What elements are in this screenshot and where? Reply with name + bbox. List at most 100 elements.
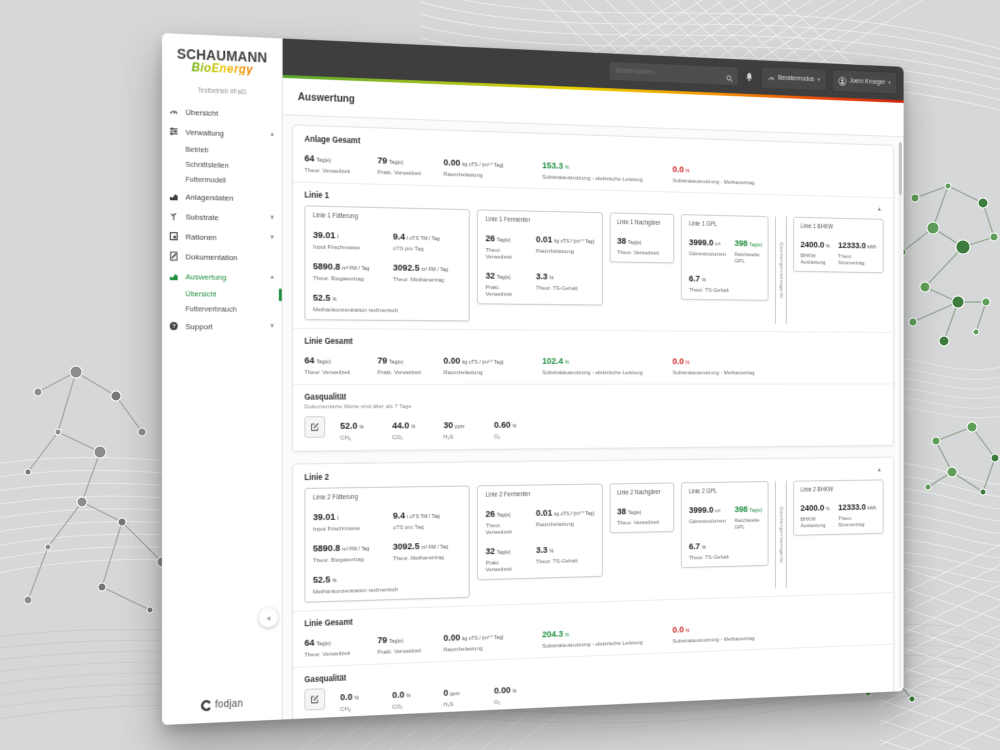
metric-label: Theor. Stromertrag (838, 515, 865, 529)
edit-gas-button[interactable] (304, 416, 326, 438)
metric-number: 26 (485, 233, 495, 245)
metric-number: 153.3 (542, 160, 564, 172)
metric-unit: % (701, 277, 706, 284)
metric: 38 Tag(e) Theor. Verweilzeit (617, 231, 667, 256)
metric-label: Reichweite GPL (734, 517, 760, 531)
metric-label: Theor. Verweilzeit (617, 519, 660, 527)
metric: 3092.5 m³ FM / Tag Theor. Methanertrag (393, 258, 462, 284)
metric-number: 39.01 (312, 511, 336, 524)
metric-label: Theor. Verweilzeit (304, 167, 351, 176)
metric-value: 64 Tag(e) (304, 148, 364, 167)
metric-number: 64 (304, 637, 315, 649)
search-input[interactable] (609, 61, 738, 86)
plant-icon (169, 211, 181, 221)
metric-value: 0.60% (494, 415, 531, 432)
sidebar-item-futtermodell[interactable]: Futtermodell (185, 174, 226, 185)
notifications-bell-icon[interactable] (742, 72, 755, 83)
metric-unit: Tag(e) (389, 638, 404, 645)
gas-warning: Dokumentierte Werte sind älter als 7 Tag… (304, 403, 412, 411)
metric-unit: t (337, 515, 339, 522)
scrollbar-track[interactable] (898, 140, 902, 688)
metric: 79 Tag(e) Prakt. Verweilzeit (377, 351, 430, 376)
metric-label: BHKW Auslastung (800, 516, 826, 530)
metric-unit: Tag(e) (496, 274, 511, 281)
panel-collapse-icon[interactable]: ▲ (876, 206, 882, 213)
metric-unit: t oTS TM / Tag (406, 235, 440, 243)
metric-label: oTS pro Tag (392, 523, 424, 532)
card-title: Linie 2 BHKW (800, 486, 833, 494)
metric-label: Input Frischmasse (312, 525, 361, 533)
metric: 398 Tag(e) Reichweite GPL (734, 500, 762, 531)
card-title: Linie 1 BHKW (800, 223, 833, 231)
metric: 64 Tag(e) Theor. Verweilzeit (304, 631, 364, 659)
rations-icon (169, 231, 181, 241)
card-metrics: 38 Tag(e) Theor. Verweilzeit (617, 231, 667, 256)
metric: 0.0% CO₂ (392, 684, 431, 711)
metric: 79 Tag(e) Prakt. Verweilzeit (377, 629, 430, 656)
card-metrics: 39.01 t Input Frischmasse 9.4 t oTS TM / Tag… (313, 225, 462, 315)
metric-number: 0.00 (443, 157, 461, 169)
gas-meter-label: Gasmengenmessgerät (778, 242, 784, 299)
metric-value: 26 Tag(e) (485, 504, 527, 522)
user-icon (838, 76, 846, 85)
sidebar-item-support[interactable]: ? Support ▼ (162, 316, 282, 337)
metric-label: Substratausnutzung - Methanertrag (672, 369, 755, 377)
metric-label: Raumbelastung (535, 247, 575, 256)
metric-value: 52.0% (340, 416, 379, 434)
metric-unit: Tag(e) (316, 641, 331, 648)
content-scroll-area: Anlage Gesamt 64 Tag(e) Theor. Verweilzeit 7… (283, 115, 904, 720)
metric-value: 9.4 t oTS TM / Tag (393, 227, 462, 246)
sidebar-item-uebersicht[interactable]: Übersicht (162, 101, 282, 125)
beratermodus-menu[interactable]: Beratermodus ▾ (760, 65, 827, 92)
metric-value: 3092.5 m³ FM / Tag (393, 258, 462, 276)
sidebar-item-auswertung-uebersicht[interactable]: Übersicht (162, 286, 282, 302)
card-title: Linie 1 GPL (688, 220, 718, 228)
line-header: Linie 2 ▲ (304, 466, 883, 482)
card-title: Linie 2 GPL (688, 488, 718, 496)
user-menu[interactable]: Joern Kroeger ▾ (831, 69, 898, 95)
card-title: Linie 1 Fermenter (485, 216, 531, 224)
sidebar-item-dokumentation[interactable]: Dokumentation (162, 246, 282, 268)
metric-value: 0.00 kg oTS / (m³ * Tag) (443, 625, 529, 645)
metric-unit: Tag(e) (627, 510, 642, 517)
metric-value: 3999.0 m³ (689, 233, 726, 250)
metric-unit: Tag(e) (496, 549, 511, 556)
sidebar-item-verwaltung[interactable]: Verwaltung ▲ (162, 121, 282, 145)
main-area: Beratermodus ▾ Joern Kroeger ▾ Auswertun… (282, 38, 904, 720)
metric: 32 Tag(e) Prakt. Verweilzeit (485, 266, 527, 298)
sidebar-item-auswertung[interactable]: Auswertung ▲ (162, 266, 282, 287)
svg-text:?: ? (172, 324, 176, 330)
card-post: Linie 1 Nachgärer 38 Tag(e) Theor. Verweilz… (609, 212, 675, 264)
metric-label: O₂ (494, 433, 501, 441)
section-title: Linie Gesamt (304, 336, 353, 346)
edit-icon (310, 422, 319, 432)
sidebar-item-substrate[interactable]: Substrate ▼ (162, 206, 282, 228)
metric-value: 2400.0% (800, 498, 829, 515)
metric-value: 39.01 t (313, 225, 384, 244)
chart-green-icon (169, 271, 181, 281)
chevron-up-icon: ▲ (269, 274, 276, 281)
metric-unit: m³ (715, 508, 721, 515)
card-feed: Linie 2 Fütterung 39.01 t Input Frischmasse… (304, 485, 471, 603)
edit-gas-button[interactable] (304, 688, 326, 711)
metric: 79 Tag(e) Prakt. Verweilzeit (377, 151, 430, 178)
gauge-icon (169, 106, 181, 116)
metric-label: O₂ (494, 699, 501, 707)
settings-icon (169, 126, 181, 136)
metric-number: 102.4 (542, 356, 564, 367)
panel-collapse-icon[interactable]: ▲ (876, 466, 882, 474)
sidebar-item-futterverbrauch[interactable]: Futterverbrauch (185, 304, 237, 314)
metric: 26 Tag(e) Theor. Verweilzeit (485, 229, 527, 261)
metric-value: 0.01 kg oTS / (m³ * Tag) (536, 230, 595, 248)
metric: 3999.0 m³ Gärrestvolumen (689, 500, 726, 531)
metric: 12333.0 kWh Theor. Stromertrag (838, 498, 876, 529)
sidebar-item-anlagendaten[interactable]: Anlagendaten (162, 186, 282, 209)
metric: 6.7% Theor. TS-Gehalt (689, 269, 763, 294)
sidebar-item-rationen[interactable]: Rationen ▼ (162, 226, 282, 248)
metric-label: Gärrestvolumen (688, 250, 727, 258)
search-icon[interactable] (726, 71, 734, 88)
scrollbar-thumb[interactable] (898, 142, 902, 195)
metric-number: 9.4 (392, 231, 406, 243)
card-ferm: Linie 1 Fermenter 26 Tag(e) Theor. Verweilz… (477, 209, 603, 306)
metric: 204.3% Substratausnutzung - elektrische L… (542, 621, 660, 650)
